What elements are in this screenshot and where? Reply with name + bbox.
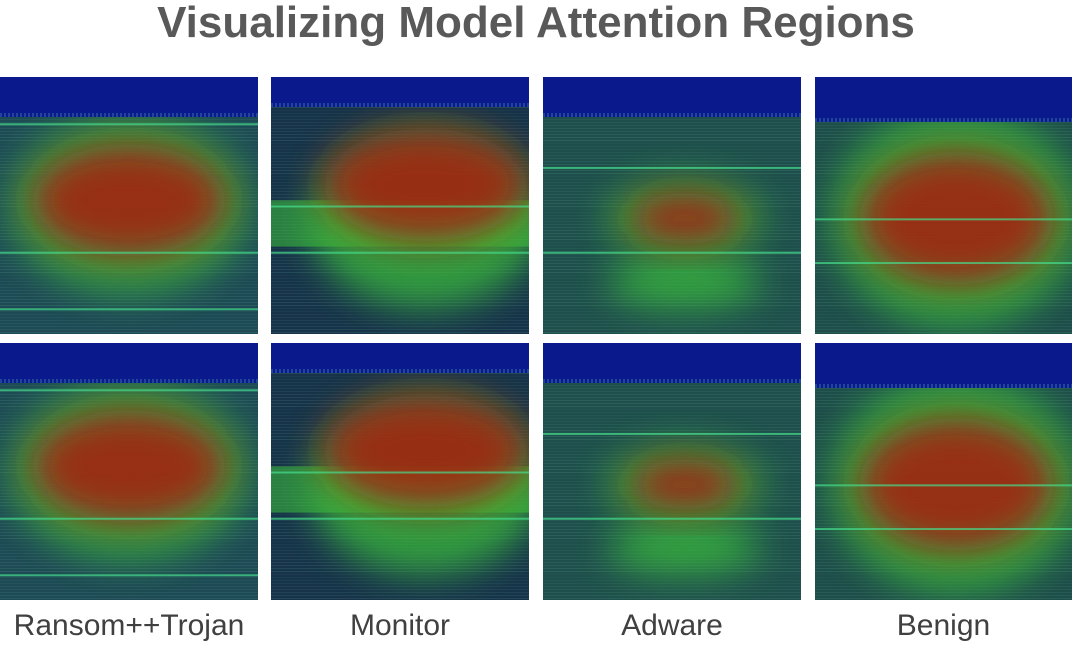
caption-adware: Adware xyxy=(621,609,723,642)
heatmap-adware-row-1 xyxy=(543,77,801,334)
heatmap-monitor-row-2 xyxy=(271,343,529,600)
figure-title: Visualizing Model Attention Regions xyxy=(157,0,915,47)
heatmap-monitor-row-1 xyxy=(271,77,529,334)
caption-monitor: Monitor xyxy=(349,609,451,642)
heatmap-image xyxy=(0,77,258,334)
heatmap-image xyxy=(0,343,258,600)
heatmap-ransom-trojan-row-2 xyxy=(0,343,258,600)
heatmap-image xyxy=(543,343,801,600)
heatmap-image xyxy=(815,343,1072,600)
heatmap-benign-row-1 xyxy=(815,77,1072,334)
heatmap-benign-row-2 xyxy=(815,343,1072,600)
heatmap-image xyxy=(271,77,529,334)
heatmap-image xyxy=(271,343,529,600)
heatmap-image xyxy=(543,77,801,334)
heatmap-adware-row-2 xyxy=(543,343,801,600)
heatmap-image xyxy=(815,77,1072,334)
heatmap-ransom-trojan-row-1 xyxy=(0,77,258,334)
caption-ransom-trojan: Ransom++Trojan xyxy=(13,609,245,642)
caption-benign: Benign xyxy=(896,609,991,642)
